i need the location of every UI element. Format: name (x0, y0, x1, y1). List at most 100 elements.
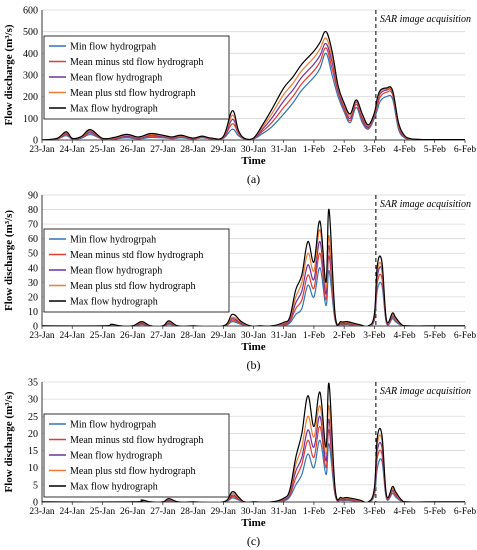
x-tick-label: 3-Feb (363, 331, 385, 341)
x-tick-label: 24-Jan (60, 507, 86, 517)
y-tick-label: 0 (33, 498, 38, 509)
legend-label-1: Min flow hydrogrpah (70, 420, 156, 431)
panel-label: (b) (247, 358, 261, 372)
x-tick-label: 24-Jan (60, 145, 86, 155)
chart-panel-b: 0 10 20 30 40 50 60 70 80 90 23-Jan 24-Jan 25-Jan 26-… (3, 191, 476, 373)
y-tick-label: 90 (28, 191, 38, 202)
y-tick-label: 20 (28, 429, 38, 440)
y-axis-title: Flow discharge (m³/s) (3, 210, 15, 311)
x-tick-label: 29-Jan (211, 331, 237, 341)
x-tick-label: 2-Feb (333, 145, 355, 155)
y-tick-label: 5 (33, 480, 38, 491)
y-tick-label: 25 (28, 412, 38, 423)
x-axis-title: Time (241, 341, 265, 353)
x-tick-label: 28-Jan (180, 331, 206, 341)
chart-panel-c: 0 5 10 15 20 25 30 35 23-Jan 24-Jan 25-Jan 26-Jan 27… (3, 378, 476, 549)
x-tick-label: 26-Jan (120, 507, 146, 517)
x-tick-label: 2-Feb (333, 331, 355, 341)
chart-panel-a: 0 100 200 300 400 500 600 23-Jan 24-Jan 25-Jan 26-… (3, 6, 476, 187)
legend-label-5: Max flow hydrograph (70, 297, 158, 308)
y-tick-label: 80 (28, 205, 38, 216)
legend-label-4: Mean plus std flow hydrograph (70, 466, 196, 477)
y-tick-label: 300 (23, 71, 38, 82)
x-axis-title: Time (241, 517, 265, 529)
y-axis-title: Flow discharge (m³/s) (3, 24, 15, 125)
x-tick-label: 27-Jan (150, 145, 176, 155)
x-tick-label: 27-Jan (150, 331, 176, 341)
legend-label-1: Min flow hydrogrpah (70, 42, 156, 53)
legend-label-5: Max flow hydrograph (70, 482, 158, 493)
y-tick-label: 40 (28, 263, 38, 274)
series-group (42, 383, 465, 502)
y-tick-label: 50 (28, 249, 38, 260)
x-tick-label: 1-Feb (303, 331, 325, 341)
x-tick-label: 6-Feb (454, 331, 476, 341)
series-group (42, 30, 465, 140)
y-tick-label: 0 (33, 322, 38, 333)
x-tick-label: 5-Feb (424, 331, 446, 341)
y-tick-label: 70 (28, 220, 38, 231)
x-tick-label: 1-Feb (303, 145, 325, 155)
x-tick-label: 23-Jan (29, 145, 55, 155)
x-tick-label: 23-Jan (29, 507, 55, 517)
legend-label-4: Mean plus std flow hydrograph (70, 88, 196, 99)
series-group (42, 208, 465, 326)
x-tick-label: 25-Jan (90, 145, 116, 155)
x-tick-label: 31-Jan (271, 331, 297, 341)
x-tick-label: 28-Jan (180, 145, 206, 155)
x-tick-label: 6-Feb (454, 145, 476, 155)
y-tick-label: 30 (28, 278, 38, 289)
legend-label-3: Mean flow hydrograph (70, 266, 162, 277)
y-tick-label: 30 (28, 395, 38, 406)
x-tick-label: 29-Jan (211, 507, 237, 517)
x-tick-label: 28-Jan (180, 507, 206, 517)
y-tick-label: 500 (23, 27, 38, 38)
y-tick-label: 0 (33, 136, 38, 147)
x-tick-label: 5-Feb (424, 507, 446, 517)
legend: Min flow hydrogrpah Mean minus std flow h… (43, 228, 230, 313)
sar-annotation: SAR image acquisition (380, 199, 471, 210)
x-tick-label: 5-Feb (424, 145, 446, 155)
y-tick-label: 400 (23, 49, 38, 60)
legend-label-5: Max flow hydrograph (70, 104, 158, 115)
sar-annotation: SAR image acquisition (380, 386, 471, 397)
legend-label-3: Mean flow hydrograph (70, 73, 162, 84)
y-tick-label: 200 (23, 92, 38, 103)
x-tick-label: 4-Feb (393, 507, 415, 517)
y-tick-label: 60 (28, 234, 38, 245)
x-tick-label: 3-Feb (363, 507, 385, 517)
panel-label: (a) (247, 172, 260, 186)
x-tick-label: 27-Jan (150, 507, 176, 517)
x-tick-label: 23-Jan (29, 331, 55, 341)
series-line-5 (42, 208, 465, 326)
y-axis-title: Flow discharge (m³/s) (3, 391, 15, 492)
y-tick-label: 600 (23, 6, 38, 17)
x-axis-title: Time (241, 155, 265, 167)
x-tick-label: 26-Jan (120, 145, 146, 155)
x-tick-label: 25-Jan (90, 331, 116, 341)
y-tick-label: 20 (28, 292, 38, 303)
x-tick-label: 25-Jan (90, 507, 116, 517)
x-tick-label: 2-Feb (333, 507, 355, 517)
x-tick-label: 31-Jan (271, 145, 297, 155)
sar-annotation: SAR image acquisition (380, 14, 471, 25)
x-tick-label: 3-Feb (363, 145, 385, 155)
series-line-5 (42, 383, 465, 502)
panel-label: (c) (247, 534, 260, 548)
series-line-2 (42, 47, 465, 140)
x-tick-label: 4-Feb (393, 331, 415, 341)
y-tick-label: 100 (23, 114, 38, 125)
x-tick-label: 31-Jan (271, 507, 297, 517)
y-tick-label: 15 (28, 446, 38, 457)
legend-box (43, 413, 230, 498)
legend: Min flow hydrogrpah Mean minus std flow h… (43, 413, 230, 498)
legend-label-4: Mean plus std flow hydrograph (70, 281, 196, 292)
x-tick-label: 6-Feb (454, 507, 476, 517)
legend-box (43, 35, 230, 120)
series-line-1 (42, 52, 465, 140)
x-tick-label: 26-Jan (120, 331, 146, 341)
x-tick-label: 30-Jan (241, 507, 267, 517)
legend-label-3: Mean flow hydrograph (70, 451, 162, 462)
x-tick-label: 30-Jan (241, 331, 267, 341)
x-tick-label: 30-Jan (241, 145, 267, 155)
